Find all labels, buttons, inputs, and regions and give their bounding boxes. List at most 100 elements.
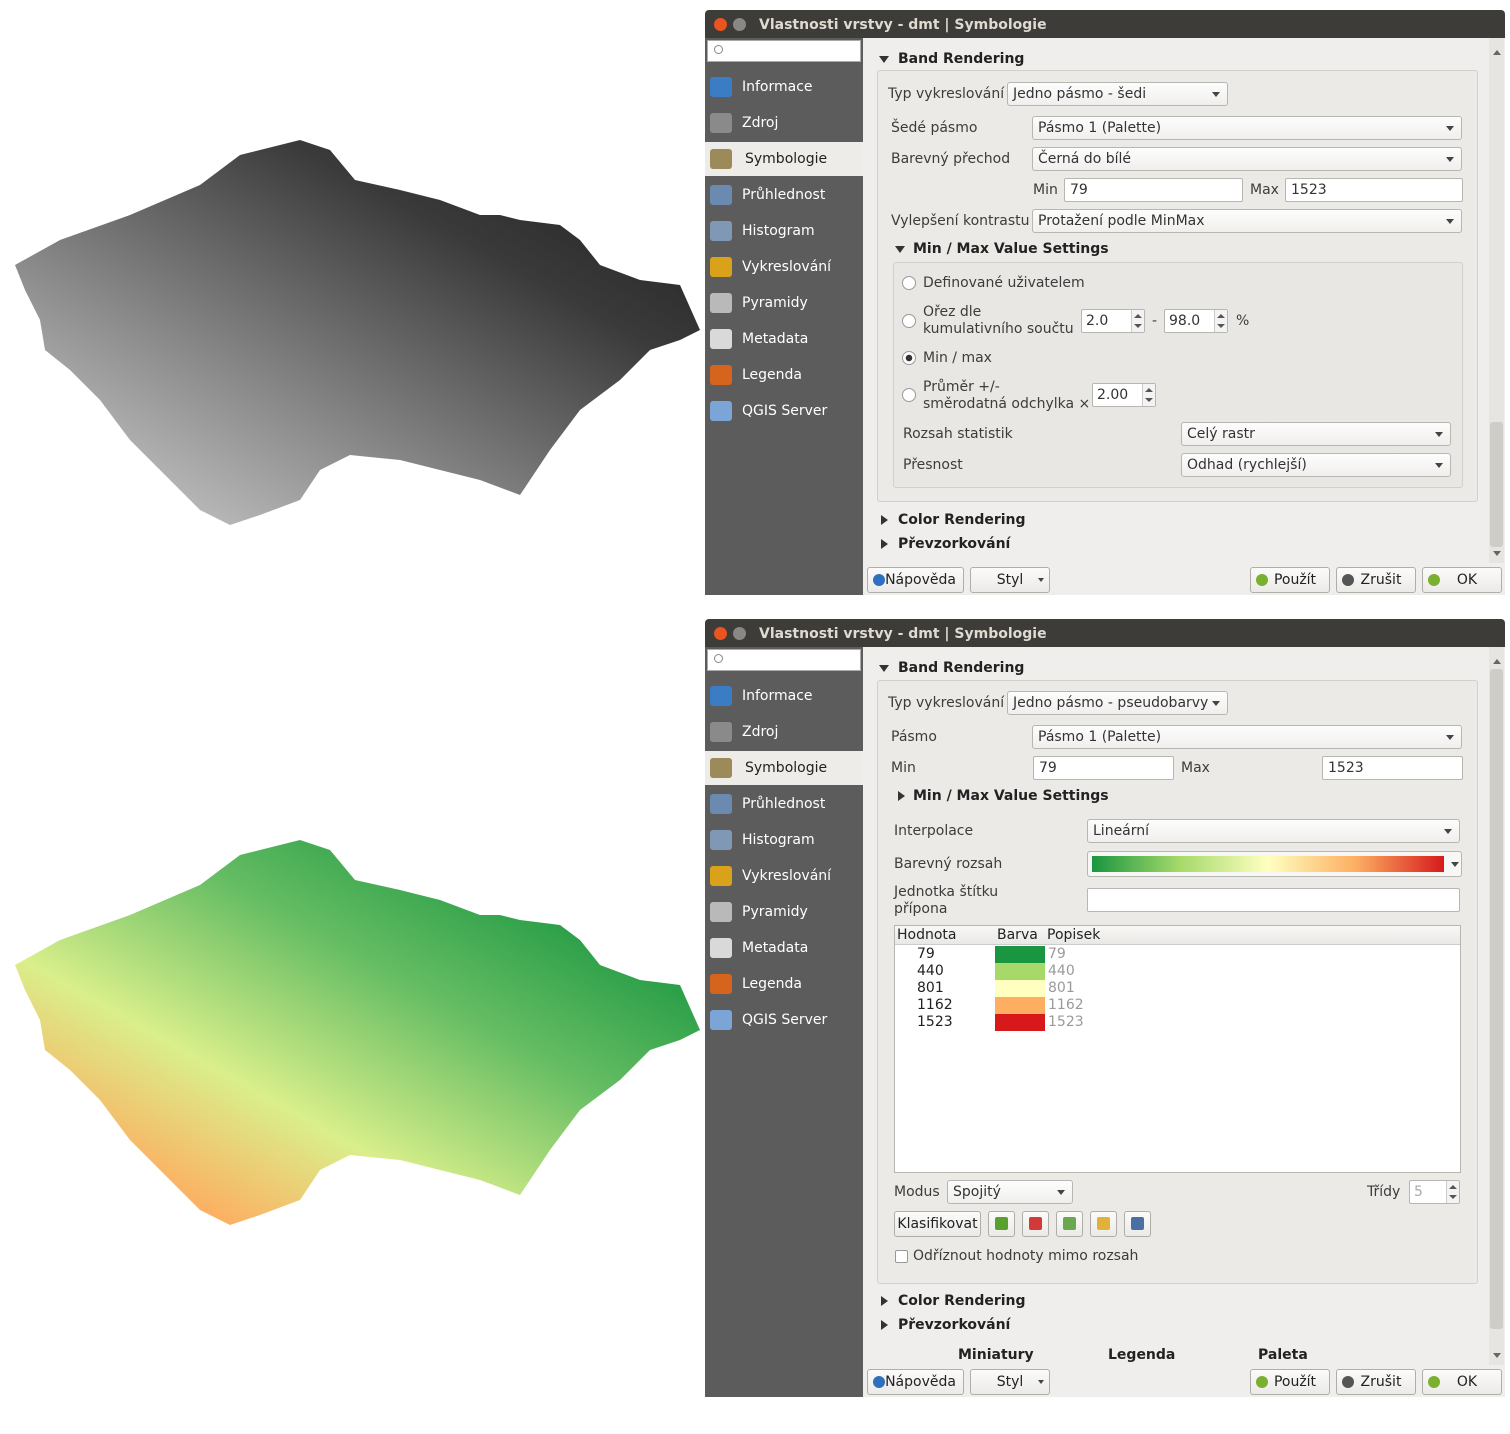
minimize-button[interactable] xyxy=(733,627,746,640)
sidebar-item[interactable]: Pyramidy xyxy=(742,904,808,920)
checkbox[interactable] xyxy=(895,1250,908,1263)
search-box[interactable] xyxy=(707,40,861,62)
color-swatch xyxy=(995,963,1045,980)
section-header[interactable]: Převzorkování xyxy=(898,536,1011,552)
sidebar-item[interactable]: Zdroj xyxy=(742,724,779,740)
row-label: 440 xyxy=(1048,963,1075,979)
sidebar-icon xyxy=(710,185,732,205)
sidebar-item[interactable]: Pyramidy xyxy=(742,295,808,311)
combo-box[interactable] xyxy=(1181,453,1451,477)
tab[interactable]: Miniatury xyxy=(958,1347,1034,1363)
button[interactable] xyxy=(970,1369,1050,1395)
combo-box[interactable] xyxy=(1087,819,1460,843)
sidebar-item[interactable]: Legenda xyxy=(742,976,803,992)
text-input[interactable] xyxy=(1322,756,1463,780)
sidebar-item[interactable]: Informace xyxy=(742,688,813,704)
sidebar-item[interactable]: Průhlednost xyxy=(742,187,826,203)
button-icon xyxy=(873,574,885,586)
combo-box[interactable] xyxy=(1032,147,1462,171)
sidebar-item[interactable]: Průhlednost xyxy=(742,796,826,812)
close-button[interactable] xyxy=(714,18,727,31)
section-header[interactable]: Min / Max Value Settings xyxy=(913,241,1109,257)
tab[interactable]: Paleta xyxy=(1258,1347,1308,1363)
combo-box[interactable] xyxy=(1032,116,1462,140)
combo-box[interactable] xyxy=(1007,82,1228,106)
combo-box[interactable] xyxy=(1181,422,1451,446)
sidebar-item[interactable]: Histogram xyxy=(742,832,815,848)
combo-box[interactable] xyxy=(947,1180,1073,1204)
combo-arrow xyxy=(1451,862,1459,867)
sidebar-item[interactable]: QGIS Server xyxy=(742,1012,828,1028)
search-icon xyxy=(714,45,723,54)
text-input[interactable] xyxy=(1033,756,1174,780)
button[interactable] xyxy=(970,567,1050,593)
tab[interactable]: Legenda xyxy=(1108,1347,1176,1363)
radio[interactable] xyxy=(902,314,916,328)
sidebar-icon xyxy=(710,794,732,814)
section-header[interactable]: Převzorkování xyxy=(898,1317,1011,1333)
sidebar-item[interactable]: Metadata xyxy=(742,940,809,956)
label: přípona xyxy=(894,901,948,917)
sidebar-item[interactable]: Zdroj xyxy=(742,115,779,131)
section-header[interactable]: Min / Max Value Settings xyxy=(913,788,1109,804)
style-arrow xyxy=(1038,1380,1044,1384)
sidebar-icon xyxy=(710,686,732,706)
sidebar-item[interactable]: Histogram xyxy=(742,223,815,239)
sidebar-item[interactable]: Vykreslování xyxy=(742,259,832,275)
close-button[interactable] xyxy=(714,627,727,640)
label: % xyxy=(1236,313,1250,329)
scroll-thumb[interactable] xyxy=(1490,422,1503,547)
sidebar-item[interactable]: Informace xyxy=(742,79,813,95)
button[interactable] xyxy=(867,567,964,593)
button[interactable] xyxy=(1422,1369,1502,1395)
label: Typ vykreslování xyxy=(888,695,1005,711)
button-label: Použít xyxy=(1273,572,1317,588)
button-label: Zrušit xyxy=(1360,1374,1402,1390)
color-swatch xyxy=(995,946,1045,963)
radio[interactable] xyxy=(902,388,916,402)
sidebar-item[interactable]: Vykreslování xyxy=(742,868,832,884)
section-header[interactable]: Color Rendering xyxy=(898,512,1026,528)
radio-label: Min / max xyxy=(923,350,992,366)
button-label: Nápověda xyxy=(885,572,956,588)
combo-box[interactable] xyxy=(1007,691,1228,715)
sidebar-item[interactable]: Symbologie xyxy=(745,760,828,776)
section-header[interactable]: Band Rendering xyxy=(898,660,1025,676)
label: Pásmo xyxy=(891,729,937,745)
text-input[interactable] xyxy=(1285,178,1463,202)
button-label: Klasifikovat xyxy=(897,1216,978,1232)
text-input[interactable] xyxy=(1064,178,1243,202)
sidebar-item[interactable]: Legenda xyxy=(742,367,803,383)
expand-closed xyxy=(881,1296,888,1306)
sidebar-icon xyxy=(710,830,732,850)
search-box[interactable] xyxy=(707,649,861,671)
combo-box[interactable] xyxy=(1032,209,1462,233)
row-label: 1162 xyxy=(1048,997,1084,1013)
combo-value: Černá do bílé xyxy=(1038,151,1131,167)
column-header: Popisek xyxy=(1047,927,1101,943)
table-header xyxy=(895,926,1460,945)
label: Max xyxy=(1181,760,1210,776)
section-header[interactable]: Band Rendering xyxy=(898,51,1025,67)
spin-value: 2.0 xyxy=(1086,313,1109,329)
scroll-thumb[interactable] xyxy=(1490,669,1503,1329)
combo-arrow xyxy=(1446,219,1454,224)
spin-down xyxy=(1449,1195,1457,1199)
sidebar-icon xyxy=(710,293,732,313)
sidebar-item[interactable]: Symbologie xyxy=(745,151,828,167)
radio[interactable] xyxy=(902,351,916,365)
text-input[interactable] xyxy=(1087,888,1460,912)
tool-icon xyxy=(1097,1217,1110,1230)
section-header[interactable]: Color Rendering xyxy=(898,1293,1026,1309)
button-label: OK xyxy=(1456,1374,1478,1390)
spin-down xyxy=(1145,398,1153,402)
radio[interactable] xyxy=(902,276,916,290)
elevation-map-gray xyxy=(15,140,700,525)
button[interactable] xyxy=(894,1211,981,1237)
sidebar-item[interactable]: Metadata xyxy=(742,331,809,347)
button-label: Zrušit xyxy=(1360,572,1402,588)
sidebar-item[interactable]: QGIS Server xyxy=(742,403,828,419)
combo-box[interactable] xyxy=(1032,725,1462,749)
spin-up xyxy=(1217,314,1225,318)
minimize-button[interactable] xyxy=(733,18,746,31)
